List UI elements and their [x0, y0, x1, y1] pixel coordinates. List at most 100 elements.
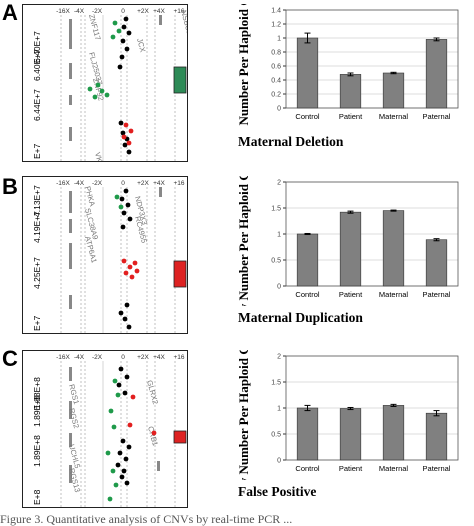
probe-point [119, 54, 125, 60]
gene-bar [157, 461, 160, 471]
panel-letter-b: B [2, 174, 18, 199]
probe-point-gain [130, 394, 136, 400]
probe-point [122, 142, 128, 148]
probe-point-gain [123, 122, 129, 128]
plot-frame [285, 355, 459, 461]
scale-label: 0 [121, 180, 125, 187]
scale-label: 0 [121, 354, 125, 361]
y-tick-label: 1.2 [271, 22, 281, 29]
y-tick-label: 1.5 [271, 206, 281, 213]
probe-point-loss [113, 482, 119, 488]
y-tick-label: 1.4 [271, 8, 281, 15]
probe-point-gain [127, 422, 133, 428]
y-tick-label: 0 [277, 458, 281, 465]
chart-title-a: Maternal Deletion [238, 134, 344, 149]
position-label: E+7 [32, 143, 42, 159]
x-tick-label: Control [295, 290, 320, 299]
probe-point [122, 390, 128, 396]
scale-label: +4X [153, 8, 165, 15]
gene-bar [69, 295, 72, 309]
scale-label: -16X [56, 180, 70, 187]
plot-frame [285, 181, 459, 287]
cnv-segment [173, 430, 187, 444]
gene-bar [69, 127, 72, 141]
x-tick-label: Patient [339, 290, 363, 299]
position-label: 1.88E+8 [32, 377, 42, 409]
scale-label: -4X [74, 354, 85, 361]
scale-label: +2X [137, 180, 149, 187]
y-tick-label: 0 [277, 106, 281, 113]
bar-maternal [382, 72, 405, 109]
position-label: E+7 [32, 315, 42, 331]
chart-title-b: Maternal Duplication [238, 310, 363, 325]
bar-paternal [425, 39, 448, 109]
probe-point [121, 468, 127, 474]
gene-bar [159, 187, 162, 197]
probe-point-loss [112, 378, 118, 384]
x-tick-label: Maternal [379, 464, 409, 473]
bar-chart-svg: Copy Number Per Haploid Genome 0 0.2 0.4 0.6… [236, 4, 459, 128]
scale-label: +16 [173, 8, 184, 15]
probe-point-gain [128, 128, 134, 134]
x-tick-label: Control [295, 112, 320, 121]
probe-point-loss [110, 34, 116, 40]
gene-bar [69, 191, 72, 213]
scale-label: -4X [74, 8, 85, 15]
bar-chart-c: Copy Number Per Haploid Genome 0 0.5 1 1.5 2 C… [232, 350, 464, 480]
y-tick-label: 0.5 [271, 432, 281, 439]
probe-point [120, 38, 126, 44]
scale-label: -2X [92, 8, 103, 15]
probe-point [120, 130, 126, 136]
gene-bar [69, 63, 72, 79]
probe-point [120, 438, 126, 444]
probe-point-gain [126, 140, 132, 146]
scale-label: -2X [92, 180, 103, 187]
probe-point-loss [114, 194, 120, 200]
probe-point [126, 149, 132, 155]
gene-bar [159, 15, 162, 25]
probe-point [115, 462, 121, 468]
probe-point-gain [129, 274, 135, 280]
gene-bar [69, 433, 72, 447]
array-plot-a: -16X -4X -2X 0 +2X +4X +16 6.40E+7 6.40E+7 6.44E+… [22, 4, 188, 162]
array-plot-svg: -16X -4X -2X 0 +2X +4X +161.89E+81.88E+81.89E+… [32, 354, 187, 507]
probe-point [124, 302, 130, 308]
probe-point-gain [132, 260, 138, 266]
position-label: 6.44E+7 [32, 89, 42, 121]
y-axis-label: Copy Number Per Haploid Genome [236, 176, 251, 306]
probe-point-gain [123, 270, 129, 276]
x-tick-label: Paternal [423, 464, 451, 473]
probe-point [117, 450, 123, 456]
gene-bar [69, 243, 72, 269]
x-tick-label: Patient [339, 112, 363, 121]
gene-label: CRB1 [146, 425, 160, 447]
bar-paternal [425, 239, 448, 287]
probe-point [126, 444, 132, 450]
plot-frame [285, 9, 459, 109]
probe-point-loss [104, 92, 110, 98]
probe-point [116, 382, 122, 388]
gene-label: GLRX2 [145, 379, 160, 405]
bar-chart-svg: Copy Number Per Haploid Genome 0 0.5 1 1.5 2 C… [236, 176, 459, 306]
y-tick-label: 0.4 [271, 78, 281, 85]
probe-point-loss [95, 82, 101, 88]
probe-point-loss [92, 94, 98, 100]
scale-label: +2X [137, 354, 149, 361]
bar-paternal [425, 412, 448, 461]
probe-point-loss [112, 20, 118, 26]
bar-control [296, 233, 319, 287]
scale-label: +4X [153, 354, 165, 361]
x-tick-label: Paternal [423, 290, 451, 299]
probe-point [123, 456, 129, 462]
probe-point-loss [108, 408, 114, 414]
gene-label: JCX [135, 37, 147, 53]
y-tick-label: 0.8 [271, 50, 281, 57]
probe-point [118, 310, 124, 316]
panel-letter-a: A [2, 0, 18, 25]
gene-bar [69, 401, 72, 419]
gene-bar [69, 19, 72, 49]
y-tick-label: 2 [277, 354, 281, 361]
array-plot-b: -16X -4X -2X 0 +2X +4X +16 4.19E+7 4.13E+7 4.25E+… [22, 176, 188, 334]
probe-point [122, 316, 128, 322]
probe-point [121, 210, 127, 216]
